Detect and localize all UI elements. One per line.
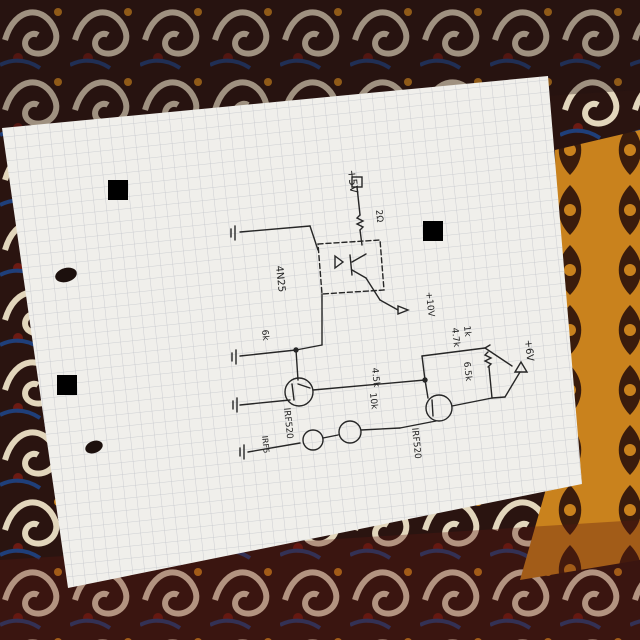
- ground-icon: [239, 444, 245, 460]
- redaction-square: [423, 221, 443, 241]
- resistor-icon: [355, 214, 365, 231]
- label-r-gate1: 4.5k: [369, 367, 381, 388]
- supply-arrow-icon: [513, 360, 529, 373]
- label-optocoupler: 4N25: [273, 265, 287, 293]
- optocoupler-box: [317, 239, 385, 295]
- label-q-left: IRF520: [281, 407, 294, 439]
- label-r-top: 2Ω: [373, 209, 384, 223]
- schematic-labels: +5V 2Ω 4N25 +10V 6k 1k 4.7k 4.5k 10k +6V…: [259, 169, 535, 460]
- resistor-icon: [483, 351, 493, 368]
- punch-hole-icon: [55, 267, 77, 283]
- label-r-divider2: 4.7k: [449, 327, 461, 348]
- mosfet-left-icon: [284, 377, 314, 407]
- phototransistor-icon: [351, 253, 367, 279]
- label-r-left: 6k: [259, 329, 270, 342]
- label-r-divider1: 1k: [461, 325, 472, 338]
- led-icon: [334, 254, 345, 270]
- redaction-square: [57, 375, 77, 395]
- label-r-mid: 6.5k: [461, 361, 473, 382]
- ground-icon: [231, 349, 237, 365]
- redaction-square: [108, 180, 128, 200]
- bottom-device-icon: [302, 429, 324, 451]
- output-arrow-icon: [397, 304, 410, 316]
- label-q-right: IRF520: [409, 427, 422, 459]
- rug-orange-panel: [520, 130, 640, 580]
- bottom-device-icon: [338, 420, 362, 444]
- ground-icon: [232, 397, 238, 413]
- label-supply-right: +6V: [522, 339, 535, 362]
- punch-hole-icon: [85, 440, 103, 454]
- label-r-gate2: 10k: [367, 392, 379, 410]
- ground-icon: [230, 225, 236, 241]
- label-bottom-left: IRF5: [260, 435, 271, 453]
- label-supply-top: +5V: [345, 169, 360, 194]
- circuit-schematic: [230, 176, 529, 460]
- label-output: +10V: [423, 291, 436, 318]
- mosfet-right-icon: [425, 394, 453, 422]
